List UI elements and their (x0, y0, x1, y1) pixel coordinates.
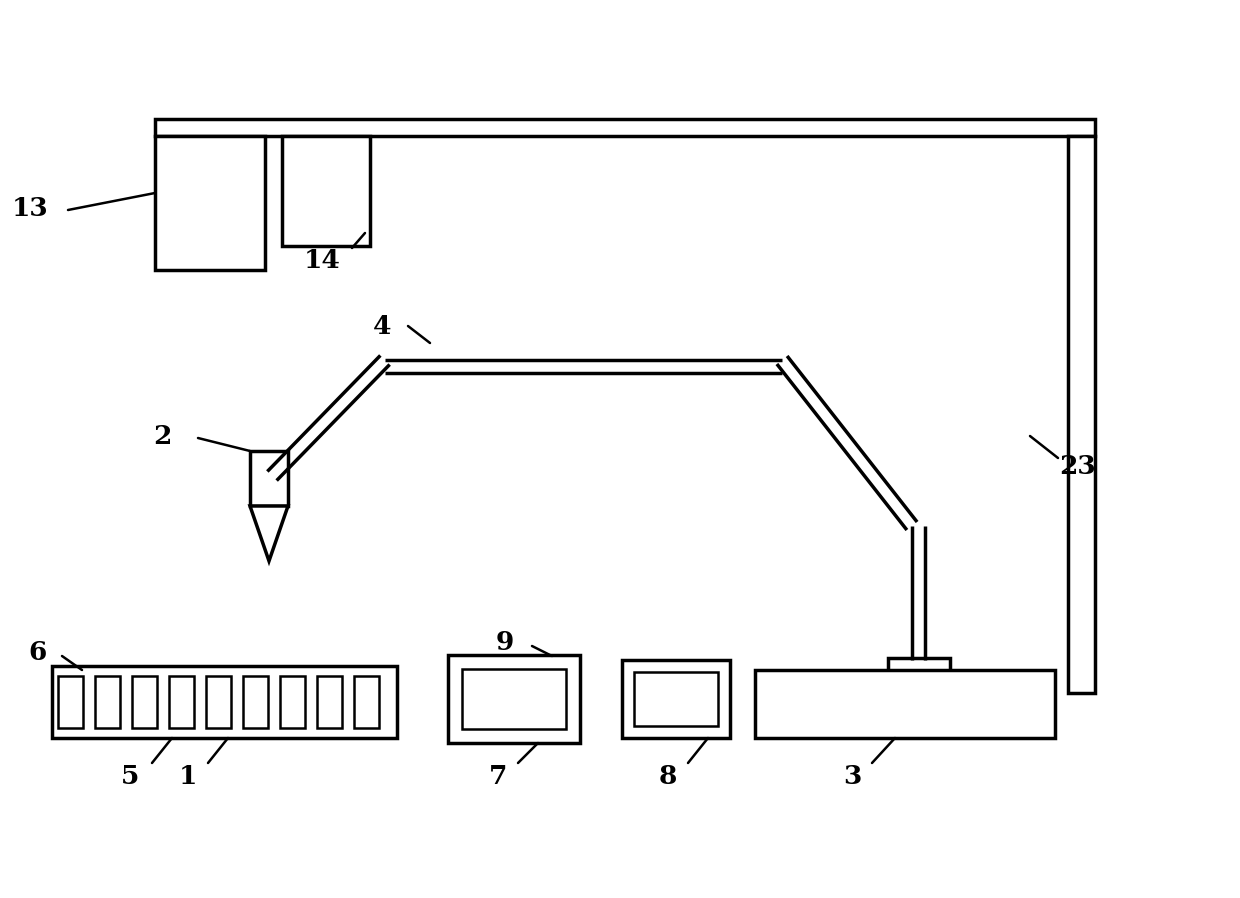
Bar (1068, 136, 1095, 693)
Bar (155, 119, 1095, 136)
Bar (280, 676, 305, 728)
Text: 14: 14 (304, 248, 341, 272)
Text: 23: 23 (1060, 453, 1096, 479)
Text: 2: 2 (153, 424, 171, 448)
Bar (95, 676, 120, 728)
Bar (206, 676, 231, 728)
Bar (755, 670, 1055, 738)
Text: 9: 9 (496, 630, 515, 656)
Bar (353, 676, 379, 728)
Bar (634, 672, 718, 726)
Bar (131, 676, 157, 728)
Polygon shape (250, 506, 288, 561)
Text: 4: 4 (373, 313, 392, 339)
Text: 5: 5 (120, 763, 139, 788)
Bar (243, 676, 268, 728)
Bar (281, 136, 370, 246)
Bar (169, 676, 193, 728)
Bar (895, 679, 942, 701)
Text: 3: 3 (843, 763, 862, 788)
Text: 6: 6 (29, 640, 47, 665)
Bar (888, 658, 950, 680)
Text: 1: 1 (179, 763, 197, 788)
Bar (52, 666, 397, 738)
Text: 7: 7 (489, 763, 507, 788)
Text: 8: 8 (658, 763, 677, 788)
Bar (463, 669, 565, 729)
Bar (155, 136, 265, 270)
Bar (317, 676, 342, 728)
Text: 13: 13 (11, 196, 48, 221)
Bar (448, 655, 580, 743)
Bar (622, 660, 730, 738)
Bar (250, 451, 288, 506)
Bar (58, 676, 83, 728)
